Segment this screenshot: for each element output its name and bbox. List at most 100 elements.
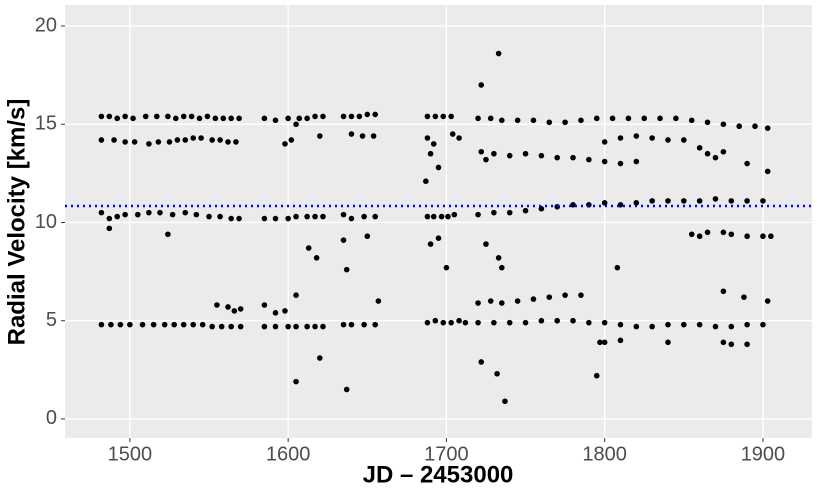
point [728,198,735,204]
point [261,323,268,330]
point [720,121,727,128]
point [617,160,624,167]
point [570,154,576,161]
point [427,241,434,247]
point [372,111,378,118]
y-tick-label: 0 [46,407,57,429]
point [720,148,727,155]
point [261,115,268,122]
point [356,113,363,120]
point [440,319,447,326]
point [633,200,640,206]
point [728,341,735,348]
point [424,113,431,120]
point [448,113,454,120]
point [237,323,244,330]
point [209,323,215,330]
point [359,133,366,139]
x-tick-label: 1700 [424,443,469,465]
point [443,264,450,271]
point [169,211,176,218]
point [272,117,279,124]
point [182,137,189,143]
point [272,323,279,330]
point [554,154,560,161]
point [649,135,655,141]
point [617,135,624,141]
y-tick-label: 15 [35,113,57,135]
point [456,135,462,141]
point [225,304,231,310]
y-axis-title: Radial Velocity [km/s] [3,99,30,346]
point [122,139,128,145]
point [372,321,378,328]
point [285,115,291,122]
point [633,133,640,139]
point [491,150,497,157]
point [673,115,679,122]
point [204,113,211,120]
point [578,117,584,124]
x-tick-label: 1900 [741,443,786,465]
point [744,233,750,240]
point [312,213,318,220]
point [122,113,128,120]
point [165,113,171,120]
point [506,209,513,216]
point [432,317,439,324]
point [530,117,537,124]
point [445,213,451,220]
point [456,317,462,324]
point [139,321,146,328]
point [478,148,485,155]
point [601,200,608,206]
point [720,229,727,236]
point [117,321,124,328]
point [495,255,502,261]
point [304,213,310,220]
point [491,209,497,216]
point [214,302,220,308]
point [744,321,750,328]
point [704,150,711,157]
point [448,319,454,326]
point [348,215,355,222]
point [364,111,371,118]
point [435,235,442,241]
point [554,317,560,324]
point [231,308,238,314]
point [225,139,231,145]
point [282,141,288,147]
point [491,319,497,326]
point [180,321,187,328]
point [538,152,545,159]
point [483,241,489,247]
point [348,131,355,137]
point [180,113,187,120]
point [375,298,382,304]
x-tick-label: 1600 [266,443,311,465]
point [499,117,505,124]
point [478,82,485,88]
point [98,113,105,120]
point [688,117,695,124]
point [320,213,326,220]
point [237,306,244,312]
point [142,113,149,120]
point [681,198,687,204]
point [601,319,608,326]
point [633,158,640,165]
point [114,213,121,220]
point [440,113,447,120]
point [288,137,295,143]
point [361,213,367,220]
point [475,300,481,306]
x-tick-label: 1500 [108,443,153,465]
point [641,115,648,122]
y-tick-label: 20 [35,14,57,36]
point [657,115,663,122]
point [272,310,279,316]
point [696,233,703,240]
point [198,135,204,141]
point [165,231,171,238]
